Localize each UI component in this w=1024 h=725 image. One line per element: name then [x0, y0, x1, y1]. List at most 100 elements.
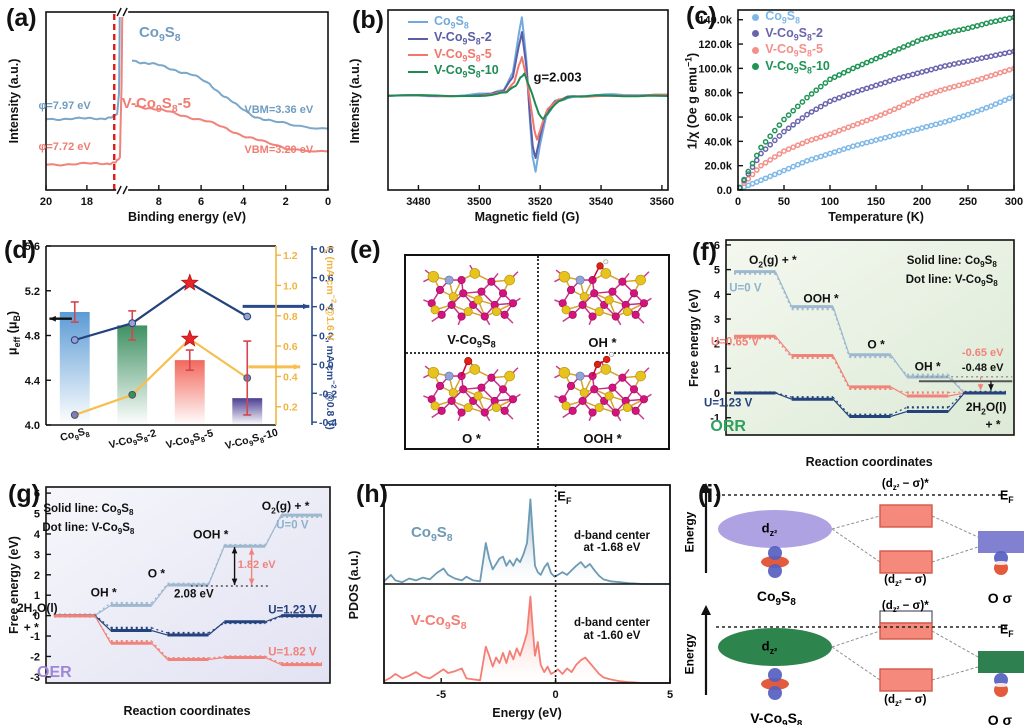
x-axis-label: Energy (eV) — [492, 705, 562, 720]
svg-text:3500: 3500 — [467, 196, 491, 208]
svg-text:60.0k: 60.0k — [704, 112, 732, 124]
panel-c-susceptibility-plot: 0 50 100 150 200 250 300 0.0 20.0k 40.0k 60.0k 80.0… — [680, 0, 1024, 230]
svg-text:-5: -5 — [436, 689, 446, 701]
panel-letter-d: (d) — [4, 236, 36, 264]
fermi-label: EF — [557, 488, 572, 506]
dz2-label: dz² — [761, 638, 778, 657]
potential-label: U=1.82 V — [268, 646, 317, 659]
svg-text:1.2: 1.2 — [283, 250, 298, 262]
legend-dot: Dot line: V-Co9S8 — [905, 274, 998, 289]
legend-label: V-Co9S8-10 — [434, 63, 499, 80]
svg-text:250: 250 — [959, 196, 977, 208]
y-axis-label: 1/χ (Oe g emu−1) — [683, 53, 700, 150]
antibonding-label: (dz² − σ)* — [881, 599, 929, 614]
legend-label: V-Co9S8-2 — [434, 30, 492, 47]
svg-text:4: 4 — [34, 529, 41, 541]
curve-label-co9s8: Co9S8 — [138, 23, 181, 44]
legend-item: V-Co9S8-10 — [752, 58, 830, 76]
svg-text:4.4: 4.4 — [25, 375, 41, 387]
panel-letter-f: (f) — [692, 238, 717, 266]
svg-text:0.6: 0.6 — [283, 341, 298, 353]
dz2-label: dz² — [761, 520, 778, 539]
svg-text:0: 0 — [714, 388, 720, 400]
svg-text:5.6: 5.6 — [25, 241, 40, 253]
orbital-diagram — [701, 483, 1024, 578]
curve-label-co9s8: Co9S8 — [410, 524, 453, 545]
molecular-structure — [554, 351, 652, 422]
step-label: O2(g) + * — [261, 498, 310, 515]
dg-vco9s8: -0.65 eV — [961, 346, 1004, 359]
svg-text:20: 20 — [40, 196, 52, 208]
legend-solid: Solid line: Co9S8 — [43, 502, 134, 518]
legend-swatch — [408, 37, 428, 40]
svg-text:-2: -2 — [30, 651, 40, 663]
legend-label: Co9S8 — [434, 13, 469, 31]
reaction-label: ORR — [710, 418, 746, 436]
svg-text:0.4: 0.4 — [319, 302, 334, 314]
step-label: OOH * — [193, 527, 229, 542]
legend-item: V-Co9S8-2 — [752, 25, 830, 43]
legend-label: V-Co9S8-5 — [434, 46, 492, 64]
legend-label: V-Co9S8-10 — [765, 58, 830, 76]
svg-text:0.0: 0.0 — [717, 185, 732, 197]
x-axis-label: Temperature (K) — [828, 210, 924, 225]
step-label: OH * — [90, 584, 117, 599]
divider — [406, 352, 668, 354]
svg-text:0.2: 0.2 — [319, 331, 334, 343]
svg-text:150: 150 — [867, 196, 885, 208]
svg-text:5: 5 — [34, 509, 40, 521]
potential-label: U=0 V — [276, 519, 309, 532]
structure-label: OH * — [588, 335, 617, 350]
svg-text:4: 4 — [714, 289, 721, 301]
legend: Co9S8 V-Co9S8-2 V-Co9S8-5 V-Co9S8-10 — [752, 9, 830, 75]
vbm-co9s8: VBM=3.36 eV — [244, 104, 314, 117]
fermi-label: EF — [999, 488, 1014, 505]
x-axis-label: Reaction coordinates — [123, 704, 251, 719]
panel-letter-a: (a) — [6, 4, 37, 32]
svg-text:0.6: 0.6 — [319, 273, 334, 285]
svg-text:4.0: 4.0 — [25, 420, 40, 432]
svg-text:8: 8 — [156, 196, 162, 208]
legend-item: Co9S8 — [752, 9, 830, 26]
svg-text:300: 300 — [1005, 196, 1023, 208]
svg-text:6: 6 — [714, 240, 720, 252]
svg-text:0.2: 0.2 — [283, 402, 298, 414]
svg-text:6: 6 — [34, 488, 40, 500]
svg-text:40.0k: 40.0k — [704, 136, 732, 148]
step-label: + * — [23, 619, 39, 634]
svg-text:18: 18 — [81, 196, 93, 208]
legend-item: V-Co9S8-2 — [408, 30, 499, 47]
legend-label: V-Co9S8-2 — [765, 25, 823, 43]
dg-co9s8: 2.08 eV — [173, 588, 214, 601]
y-axis-label: Intensity (a.u.) — [348, 58, 363, 144]
potential-label: U=1.23 V — [704, 397, 753, 410]
svg-text:100: 100 — [821, 196, 839, 208]
svg-text:-0.2: -0.2 — [319, 388, 337, 400]
orbital-row-co9s8: (dz² − σ)* EF dz² (dz² − σ) Co9S8 O σ Energy — [680, 478, 1024, 608]
svg-text:3: 3 — [34, 549, 40, 561]
svg-text:-3: -3 — [30, 672, 40, 684]
structure-label: V-Co9S8 — [447, 332, 496, 350]
svg-text:5: 5 — [667, 689, 673, 701]
bonding-label: (dz² − σ) — [884, 693, 927, 708]
potential-label: U=1.23 V — [268, 604, 317, 617]
svg-text:3520: 3520 — [528, 196, 552, 208]
y-axis-label-left: μeff (μB) — [4, 310, 22, 355]
potential-label: U=0 V — [729, 282, 762, 295]
orbital-diagram — [701, 605, 1024, 700]
svg-text:2: 2 — [714, 339, 720, 351]
curve-label-vco9s8: V-Co9S8 — [410, 611, 467, 632]
step-label: 2H2O(l) — [17, 601, 58, 618]
molecular-structure — [423, 357, 521, 422]
chart-h: -5 0 5 — [383, 484, 673, 701]
structure-cell-pristine: V-Co9S8 — [406, 256, 537, 352]
material-label: Co9S8 — [756, 588, 796, 609]
svg-text:5.2: 5.2 — [25, 286, 40, 298]
chart-c: 0 50 100 150 200 250 300 0.0 20.0k 40.0k 60.0k 80.0… — [698, 9, 1023, 208]
dg-co9s8: -0.48 eV — [961, 362, 1004, 375]
svg-text:80.0k: 80.0k — [704, 88, 732, 100]
svg-text:1: 1 — [714, 363, 720, 375]
bonding-label: (dz² − σ) — [884, 573, 927, 589]
svg-text:0: 0 — [34, 611, 40, 623]
svg-text:-1: -1 — [710, 413, 720, 425]
